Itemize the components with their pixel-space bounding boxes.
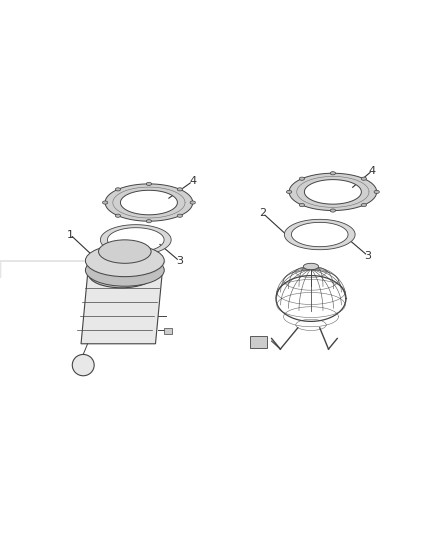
Ellipse shape <box>361 177 367 180</box>
Ellipse shape <box>330 209 336 212</box>
Ellipse shape <box>146 182 152 185</box>
Ellipse shape <box>299 177 304 180</box>
Ellipse shape <box>177 214 183 217</box>
PathPatch shape <box>100 225 171 255</box>
Ellipse shape <box>85 245 164 277</box>
FancyBboxPatch shape <box>164 328 172 334</box>
Ellipse shape <box>85 254 164 286</box>
Text: 3: 3 <box>176 256 183 266</box>
Text: 3: 3 <box>364 251 371 261</box>
Ellipse shape <box>190 201 195 204</box>
Ellipse shape <box>361 204 367 207</box>
FancyBboxPatch shape <box>250 336 267 348</box>
Ellipse shape <box>374 190 379 193</box>
Ellipse shape <box>330 172 336 175</box>
Ellipse shape <box>146 220 152 223</box>
Ellipse shape <box>303 263 318 270</box>
Ellipse shape <box>115 214 120 217</box>
Text: 4: 4 <box>189 176 196 186</box>
Ellipse shape <box>177 188 183 191</box>
Ellipse shape <box>102 201 108 204</box>
Text: 2: 2 <box>259 208 266 218</box>
Ellipse shape <box>286 190 292 193</box>
Ellipse shape <box>89 261 154 288</box>
Ellipse shape <box>99 240 151 263</box>
Polygon shape <box>81 274 162 344</box>
Text: 4: 4 <box>369 166 376 175</box>
Ellipse shape <box>115 188 120 191</box>
Text: 1: 1 <box>67 230 74 239</box>
PathPatch shape <box>289 173 377 211</box>
PathPatch shape <box>284 220 355 249</box>
Ellipse shape <box>299 204 304 207</box>
Ellipse shape <box>72 354 94 376</box>
PathPatch shape <box>105 184 193 221</box>
